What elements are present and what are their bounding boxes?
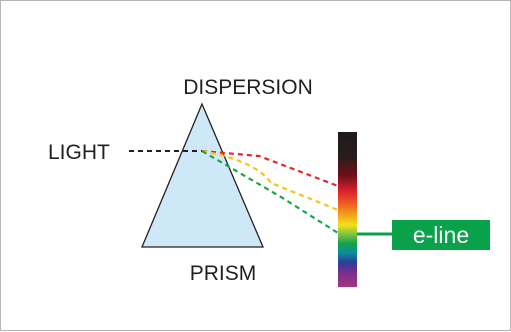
spectrum-bar-icon xyxy=(338,132,357,287)
prism-triangle-icon xyxy=(141,102,264,248)
light-label: LIGHT xyxy=(48,141,110,164)
e-line-badge xyxy=(392,220,490,250)
red-ray xyxy=(201,149,339,188)
e-line-label: e-line xyxy=(413,222,469,248)
green-ray xyxy=(201,150,339,234)
yellow-ray xyxy=(201,149,339,212)
prism-label: PRISM xyxy=(190,262,257,285)
diagram-title: DISPERSION xyxy=(183,76,313,99)
